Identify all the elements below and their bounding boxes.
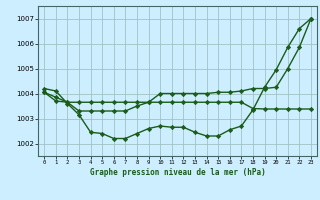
X-axis label: Graphe pression niveau de la mer (hPa): Graphe pression niveau de la mer (hPa) (90, 168, 266, 177)
